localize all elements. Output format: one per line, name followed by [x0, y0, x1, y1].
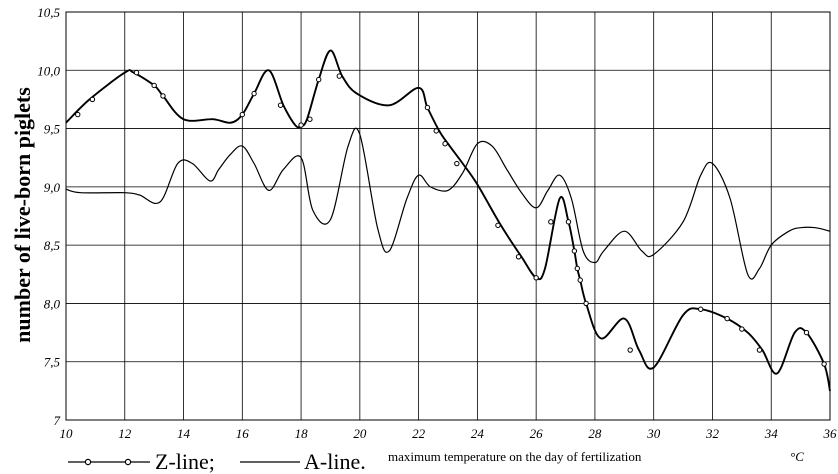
x-tick-label: 14 — [177, 426, 191, 441]
data-point-z-line — [533, 275, 539, 281]
x-tick-label: 32 — [705, 426, 720, 441]
x-axis-unit: °C — [790, 449, 804, 464]
data-point-z-line — [495, 222, 501, 229]
y-axis-label: number of live-born piglets — [10, 87, 35, 343]
legend-z-line-marker — [84, 458, 92, 466]
data-point-z-line — [583, 300, 589, 307]
y-tick-label: 7 — [54, 413, 61, 428]
legend: Z-line; A-line. — [68, 449, 366, 474]
data-point-z-line — [151, 82, 157, 89]
y-tick-label: 10,0 — [37, 63, 60, 78]
data-point-z-line — [160, 93, 166, 99]
x-tick-label: 12 — [118, 426, 132, 441]
data-point-z-line — [424, 104, 431, 111]
series-layer — [65, 49, 831, 392]
data-point-z-line — [75, 111, 81, 118]
data-point-z-line — [89, 96, 96, 103]
data-point-z-line — [307, 116, 313, 122]
x-tick-label: 28 — [588, 426, 602, 441]
x-tick-label: 24 — [471, 426, 485, 441]
data-point-z-line — [548, 219, 554, 225]
data-point-z-line — [251, 90, 257, 97]
series-line-a-line — [65, 127, 831, 280]
x-axis-label: maximum temperature on the day of fertil… — [388, 449, 642, 464]
x-tick-label: 30 — [646, 426, 661, 441]
data-point-z-line — [442, 141, 448, 147]
tick-labels: 10 12 14 16 18 20 22 24 26 28 30 32 34 36 7 7,5 8,0 8,5 9,… — [37, 5, 837, 441]
data-point-z-line — [574, 265, 580, 272]
data-point-z-line — [571, 248, 578, 254]
y-tick-label: 7,5 — [44, 355, 61, 370]
x-tick-label: 34 — [764, 426, 779, 441]
data-point-z-line — [133, 69, 140, 76]
x-tick-label: 20 — [353, 426, 367, 441]
data-point-z-line — [515, 254, 522, 260]
y-tick-label: 8,5 — [44, 238, 61, 253]
legend-item-a-line: A-line. — [240, 449, 366, 474]
data-point-z-line — [577, 277, 583, 283]
legend-item-z-line: Z-line; — [68, 449, 215, 474]
x-tick-label: 26 — [530, 426, 544, 441]
y-tick-label: 8,0 — [44, 296, 61, 311]
data-point-z-line — [698, 306, 704, 312]
legend-label-a-line: A-line. — [304, 449, 366, 474]
x-tick-label: 10 — [60, 426, 74, 441]
legend-z-line-marker — [124, 458, 132, 466]
data-point-z-line — [756, 347, 763, 353]
data-point-z-line — [565, 219, 572, 225]
data-point-z-line — [803, 329, 810, 336]
x-tick-label: 36 — [823, 426, 838, 441]
data-point-z-line — [433, 128, 439, 134]
data-point-z-line — [724, 315, 730, 322]
y-tick-label: 9,5 — [44, 122, 61, 137]
data-point-z-line — [336, 73, 342, 79]
data-point-z-line — [739, 326, 745, 332]
data-point-z-line — [239, 111, 246, 118]
x-tick-label: 18 — [295, 426, 309, 441]
data-point-z-line — [821, 361, 827, 367]
data-point-z-line — [316, 76, 322, 83]
legend-label-z-line: Z-line; — [155, 449, 215, 474]
plot-border — [65, 11, 831, 421]
y-tick-label: 9,0 — [44, 180, 61, 195]
plot-frame — [65, 11, 831, 421]
data-point-z-line — [627, 347, 633, 353]
data-point-z-line — [298, 122, 304, 128]
data-point-z-line — [277, 102, 284, 108]
grid — [65, 11, 831, 421]
x-tick-label: 16 — [236, 426, 250, 441]
data-point-z-line — [454, 160, 460, 167]
series-line-z-line — [65, 49, 831, 392]
x-tick-label: 22 — [412, 426, 426, 441]
y-tick-label: 10,5 — [37, 5, 60, 20]
